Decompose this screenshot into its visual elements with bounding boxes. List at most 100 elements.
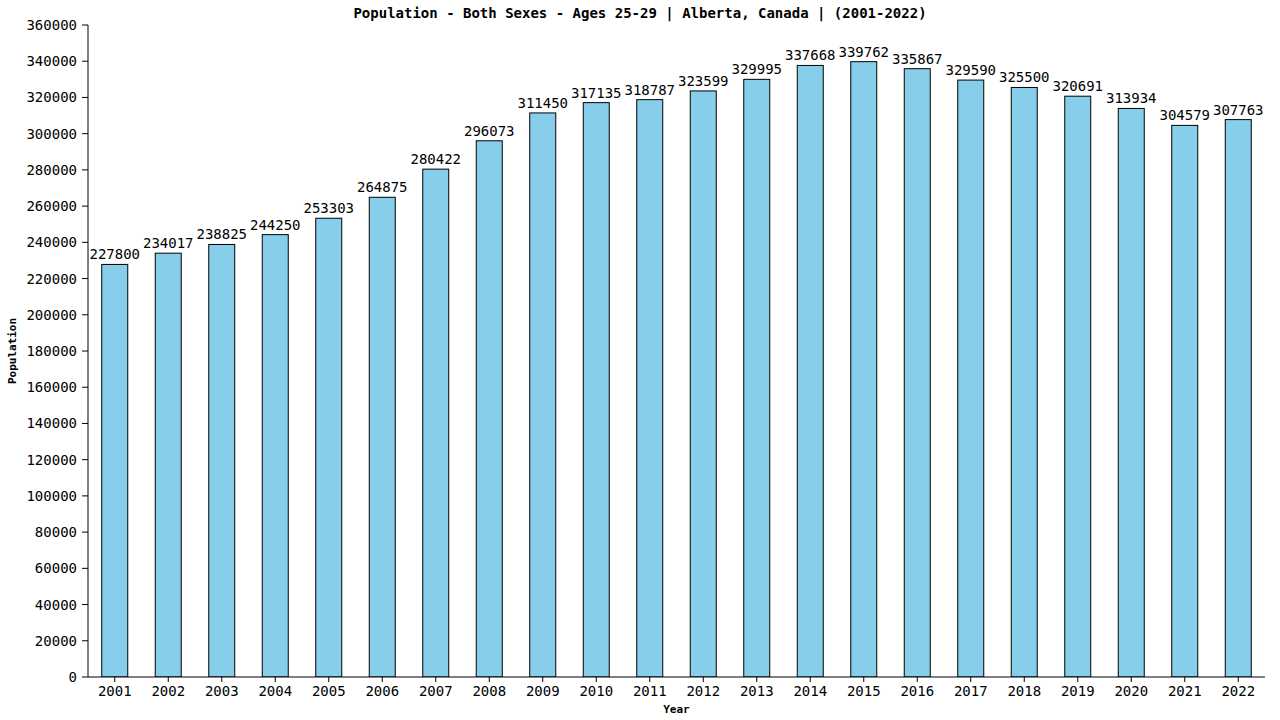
x-tick-label: 2019	[1061, 683, 1095, 699]
y-tick-label: 160000	[26, 379, 77, 395]
background	[0, 0, 1280, 720]
y-tick-label: 220000	[26, 271, 77, 287]
x-tick	[596, 677, 597, 682]
bar	[958, 80, 984, 677]
x-tick	[917, 677, 918, 682]
x-tick	[114, 677, 115, 682]
data-label: 313934	[1106, 90, 1157, 106]
bar	[423, 169, 449, 677]
y-tick-label: 320000	[26, 89, 77, 105]
bar	[1065, 96, 1091, 677]
x-tick-label: 2008	[472, 683, 506, 699]
y-tick	[82, 568, 88, 569]
y-tick-label: 180000	[26, 343, 77, 359]
x-tick	[328, 677, 329, 682]
y-tick	[82, 387, 88, 388]
y-tick-label: 60000	[35, 560, 77, 576]
data-label: 238825	[196, 226, 247, 242]
y-tick-label: 0	[69, 669, 77, 685]
x-tick	[221, 677, 222, 682]
x-tick-label: 2009	[526, 683, 560, 699]
bar	[102, 264, 128, 677]
x-tick-label: 2014	[793, 683, 827, 699]
x-tick-label: 2006	[365, 683, 399, 699]
x-tick	[756, 677, 757, 682]
data-label: 329995	[731, 61, 782, 77]
y-tick-label: 200000	[26, 307, 77, 323]
x-tick-label: 2004	[258, 683, 292, 699]
x-tick-label: 2020	[1114, 683, 1148, 699]
data-label: 244250	[250, 217, 301, 233]
x-tick	[275, 677, 276, 682]
data-label: 264875	[357, 179, 408, 195]
x-tick-label: 2021	[1168, 683, 1202, 699]
y-tick	[82, 133, 88, 134]
x-tick	[810, 677, 811, 682]
x-tick	[970, 677, 971, 682]
chart: Population - Both Sexes - Ages 25-29 | A…	[0, 0, 1280, 720]
y-tick	[82, 25, 88, 26]
x-tick-label: 2017	[954, 683, 988, 699]
data-label: 304579	[1159, 107, 1210, 123]
title: Population - Both Sexes - Ages 25-29 | A…	[353, 5, 926, 22]
x-tick	[168, 677, 169, 682]
x-tick	[703, 677, 704, 682]
y-tick	[82, 459, 88, 460]
x-tick	[1131, 677, 1132, 682]
y-axis	[88, 25, 89, 677]
x-tick	[1077, 677, 1078, 682]
y-tick	[82, 604, 88, 605]
y-tick	[82, 61, 88, 62]
bar	[476, 141, 502, 677]
data-label: 329590	[945, 62, 996, 78]
x-tick-label: 2012	[686, 683, 720, 699]
x-tick-label: 2018	[1007, 683, 1041, 699]
bar	[369, 197, 395, 677]
data-label: 311450	[517, 95, 568, 111]
data-label: 296073	[464, 123, 515, 139]
bar	[155, 253, 181, 677]
y-tick	[82, 206, 88, 207]
bars	[102, 62, 1252, 677]
x-tick	[435, 677, 436, 682]
data-label: 318787	[624, 82, 675, 98]
data-label: 325500	[999, 69, 1050, 85]
y-tick	[82, 97, 88, 98]
y-tick	[82, 314, 88, 315]
y-tick	[82, 532, 88, 533]
y-tick	[82, 423, 88, 424]
y-tick	[82, 640, 88, 641]
y-tick-label: 100000	[26, 488, 77, 504]
x-tick-label: 2016	[900, 683, 934, 699]
data-label: 337668	[785, 47, 836, 63]
x-tick	[1024, 677, 1025, 682]
data-label: 253303	[303, 200, 354, 216]
x-tick	[1238, 677, 1239, 682]
y-axis-label: Population	[6, 318, 19, 384]
data-label: 280422	[410, 151, 461, 167]
y-tick	[82, 351, 88, 352]
x-tick-label: 2001	[98, 683, 132, 699]
x-tick-label: 2022	[1221, 683, 1255, 699]
x-tick-label: 2015	[847, 683, 881, 699]
data-label: 323599	[678, 73, 729, 89]
bar	[904, 69, 930, 677]
y-tick-label: 360000	[26, 17, 77, 33]
bar	[316, 218, 342, 677]
bar	[1225, 120, 1251, 677]
bar	[851, 62, 877, 677]
y-tick-label: 80000	[35, 524, 77, 540]
y-tick-label: 140000	[26, 415, 77, 431]
data-label: 339762	[838, 44, 889, 60]
y-tick-label: 20000	[35, 633, 77, 649]
y-tick-label: 280000	[26, 162, 77, 178]
x-axis	[88, 677, 1265, 678]
bar	[637, 100, 663, 677]
x-tick-label: 2010	[579, 683, 613, 699]
y-tick-label: 340000	[26, 53, 77, 69]
y-tick-label: 260000	[26, 198, 77, 214]
data-label: 307763	[1213, 102, 1264, 118]
x-tick-label: 2003	[205, 683, 239, 699]
y-tick	[82, 169, 88, 170]
bar	[1172, 125, 1198, 677]
